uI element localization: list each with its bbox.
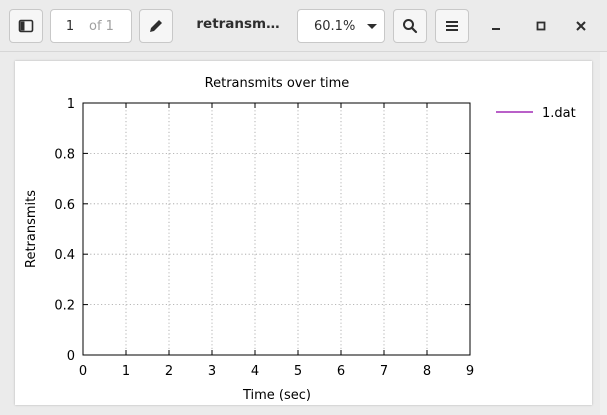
page-count-label: of 1 (89, 18, 114, 34)
menu-button[interactable] (435, 9, 469, 43)
minimize-button[interactable] (484, 14, 508, 38)
chart-legend: 1.dat (496, 106, 576, 121)
close-icon (576, 21, 586, 31)
x-tick-label: 9 (466, 364, 474, 379)
search-button[interactable] (393, 9, 427, 43)
document-title: retransm… (196, 16, 280, 32)
x-tick-label: 3 (208, 364, 216, 379)
x-tick-label: 1 (122, 364, 130, 379)
minimize-icon (492, 28, 500, 30)
document-page: Retransmits over time 0 1 2 3 4 5 6 7 8 9 0 0.2 0.4… (15, 61, 592, 405)
header-bar: 1 of 1 retransm… 60.1% (0, 0, 607, 52)
y-tick-label: 0.2 (54, 299, 75, 314)
x-tick-label: 5 (294, 364, 302, 379)
close-button[interactable] (569, 14, 593, 38)
chart-grid (83, 103, 470, 355)
zoom-select[interactable]: 60.1% (297, 9, 385, 43)
sidebar-icon (18, 19, 34, 33)
chevron-down-icon (367, 23, 378, 29)
maximize-icon (536, 21, 546, 31)
scroll-area-edge (600, 52, 607, 415)
chart-ticks (82, 102, 471, 356)
x-tick-label: 4 (251, 364, 259, 379)
plot-frame (82, 102, 471, 356)
retransmits-chart: Retransmits over time 0 1 2 3 4 5 6 7 8 9 0 0.2 0.4… (24, 76, 576, 403)
page-number-field[interactable]: 1 of 1 (50, 9, 132, 43)
x-tick-label: 0 (79, 364, 87, 379)
y-axis-label: Retransmits (24, 190, 39, 268)
chart-title: Retransmits over time (205, 76, 350, 91)
legend-label-1dat: 1.dat (542, 106, 576, 121)
page-number-input[interactable]: 1 (65, 18, 75, 34)
search-icon (403, 19, 418, 34)
x-tick-label: 2 (165, 364, 173, 379)
pencil-icon (150, 20, 162, 32)
y-tick-label: 0.8 (54, 147, 75, 162)
hamburger-menu-icon (446, 21, 458, 31)
y-tick-label: 0 (67, 349, 75, 364)
y-tick-label: 0.6 (54, 198, 75, 213)
x-tick-labels: 0 1 2 3 4 5 6 7 8 9 (79, 364, 474, 379)
x-tick-label: 7 (380, 364, 388, 379)
zoom-value: 60.1% (314, 18, 356, 34)
y-tick-label: 1 (67, 97, 75, 112)
y-tick-label: 0.4 (54, 248, 75, 263)
sidebar-toggle-button[interactable] (9, 9, 43, 43)
x-axis-label: Time (sec) (242, 388, 311, 403)
maximize-button[interactable] (529, 14, 553, 38)
annotate-button[interactable] (139, 9, 173, 43)
x-tick-label: 8 (423, 364, 431, 379)
x-tick-label: 6 (337, 364, 345, 379)
y-tick-labels: 0 0.2 0.4 0.6 0.8 1 (54, 97, 75, 364)
